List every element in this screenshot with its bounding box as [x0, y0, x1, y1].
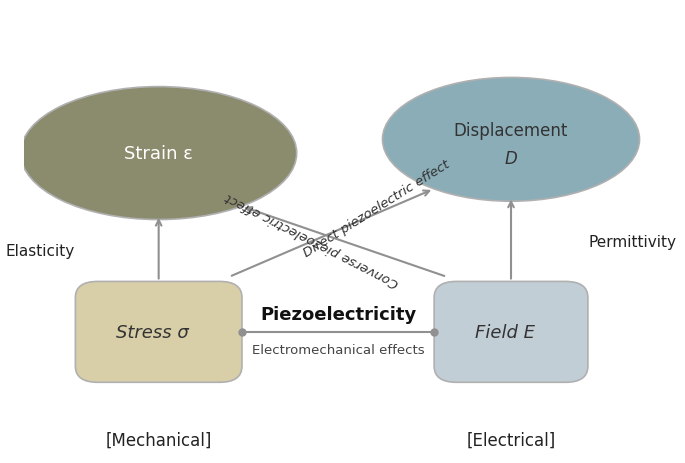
Text: Stress σ: Stress σ — [116, 323, 188, 341]
Text: Piezoelectricity: Piezoelectricity — [260, 306, 416, 324]
Text: Electromechanical effects: Electromechanical effects — [251, 343, 424, 356]
Text: Permittivity: Permittivity — [588, 234, 677, 249]
Text: [Electrical]: [Electrical] — [466, 431, 556, 449]
Ellipse shape — [382, 78, 640, 202]
Text: Direct piezoelectric effect: Direct piezoelectric effect — [301, 157, 452, 259]
Text: Field E: Field E — [475, 323, 534, 341]
Text: D: D — [505, 150, 517, 167]
Text: Elasticity: Elasticity — [5, 244, 75, 258]
Text: Displacement: Displacement — [454, 122, 568, 140]
Text: Strain ε: Strain ε — [124, 145, 193, 163]
FancyBboxPatch shape — [434, 282, 588, 382]
FancyBboxPatch shape — [75, 282, 242, 382]
Text: [Mechanical]: [Mechanical] — [105, 431, 212, 449]
Ellipse shape — [21, 88, 297, 220]
Text: Converse piezoelectric effect: Converse piezoelectric effect — [223, 190, 401, 289]
